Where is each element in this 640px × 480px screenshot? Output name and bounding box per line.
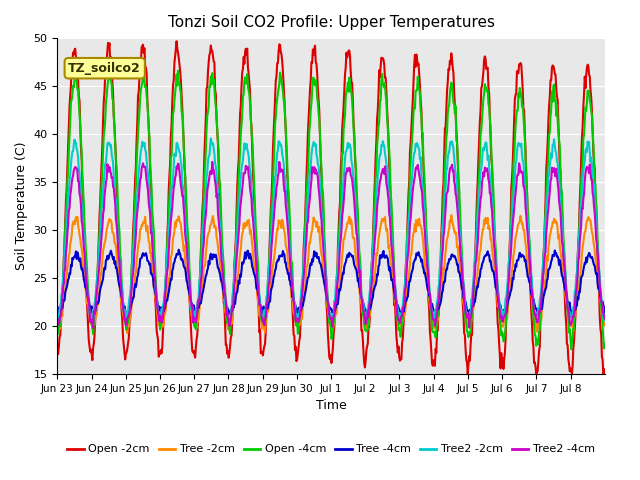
Tree -2cm [246, 231, 254, 237]
X-axis label: Time: Time [316, 399, 346, 412]
Text: TZ_soilco2: TZ_soilco2 [68, 62, 141, 75]
Open -4cm [419, 130, 427, 136]
Tree -4cm [388, 277, 396, 283]
Tree2 -2cm [247, 171, 255, 177]
Tree2 -4cm [209, 159, 216, 165]
Open -4cm [601, 342, 609, 348]
Line: Tree -4cm: Tree -4cm [58, 250, 605, 316]
Tree2 -4cm [389, 254, 397, 260]
Tree2 -2cm [601, 311, 609, 317]
Open -2cm [601, 367, 609, 372]
Open -2cm [388, 240, 396, 245]
Tree -4cm [118, 295, 125, 300]
Tree2 -4cm [601, 316, 609, 322]
Tree -2cm [118, 302, 125, 308]
Tree2 -2cm [389, 255, 397, 261]
Legend: Open -2cm, Tree -2cm, Open -4cm, Tree -4cm, Tree2 -2cm, Tree2 -4cm: Open -2cm, Tree -2cm, Open -4cm, Tree -4… [63, 440, 599, 459]
Tree -4cm [54, 306, 61, 312]
Open -4cm [219, 252, 227, 258]
Open -4cm [388, 214, 396, 219]
Open -2cm [246, 89, 254, 95]
Y-axis label: Soil Temperature (C): Soil Temperature (C) [15, 142, 28, 270]
Open -2cm [118, 308, 125, 314]
Tree2 -4cm [268, 244, 275, 250]
Tree -4cm [601, 310, 609, 316]
Tree2 -2cm [118, 292, 126, 298]
Open -2cm [267, 207, 275, 213]
Tree -4cm [219, 286, 227, 291]
Tree -4cm [267, 289, 275, 295]
Tree2 -4cm [420, 209, 428, 215]
Open -4cm [246, 100, 254, 106]
Tree2 -2cm [54, 322, 62, 327]
Tree2 -2cm [207, 135, 214, 141]
Tree -4cm [175, 247, 182, 252]
Open -2cm [173, 38, 180, 44]
Line: Tree2 -2cm: Tree2 -2cm [58, 138, 605, 324]
Line: Open -4cm: Open -4cm [58, 71, 605, 349]
Tree -2cm [419, 235, 427, 240]
Tree -2cm [388, 271, 396, 277]
Open -4cm [267, 225, 275, 231]
Tree -2cm [447, 212, 455, 218]
Tree -2cm [124, 330, 131, 336]
Line: Tree2 -4cm: Tree2 -4cm [58, 162, 605, 328]
Open -4cm [568, 347, 575, 352]
Tree -2cm [219, 288, 227, 293]
Open -2cm [54, 350, 61, 356]
Open -4cm [54, 323, 61, 329]
Tree -4cm [420, 265, 428, 271]
Open -4cm [140, 68, 148, 73]
Tree2 -4cm [89, 325, 97, 331]
Open -4cm [118, 280, 125, 286]
Line: Open -2cm: Open -2cm [58, 41, 605, 374]
Tree2 -4cm [54, 316, 61, 322]
Tree2 -2cm [220, 277, 227, 283]
Tree2 -2cm [54, 317, 61, 323]
Line: Tree -2cm: Tree -2cm [58, 215, 605, 333]
Tree2 -4cm [247, 191, 255, 196]
Tree -2cm [601, 323, 609, 328]
Tree -2cm [267, 284, 275, 289]
Tree -2cm [54, 322, 61, 327]
Tree2 -4cm [118, 300, 126, 306]
Open -2cm [219, 280, 227, 286]
Tree -4cm [246, 251, 254, 257]
Title: Tonzi Soil CO2 Profile: Upper Temperatures: Tonzi Soil CO2 Profile: Upper Temperatur… [168, 15, 495, 30]
Tree -4cm [397, 313, 405, 319]
Tree2 -2cm [268, 226, 275, 232]
Tree2 -2cm [420, 194, 428, 200]
Open -2cm [464, 371, 472, 377]
Open -2cm [419, 144, 427, 150]
Tree2 -4cm [220, 281, 227, 287]
